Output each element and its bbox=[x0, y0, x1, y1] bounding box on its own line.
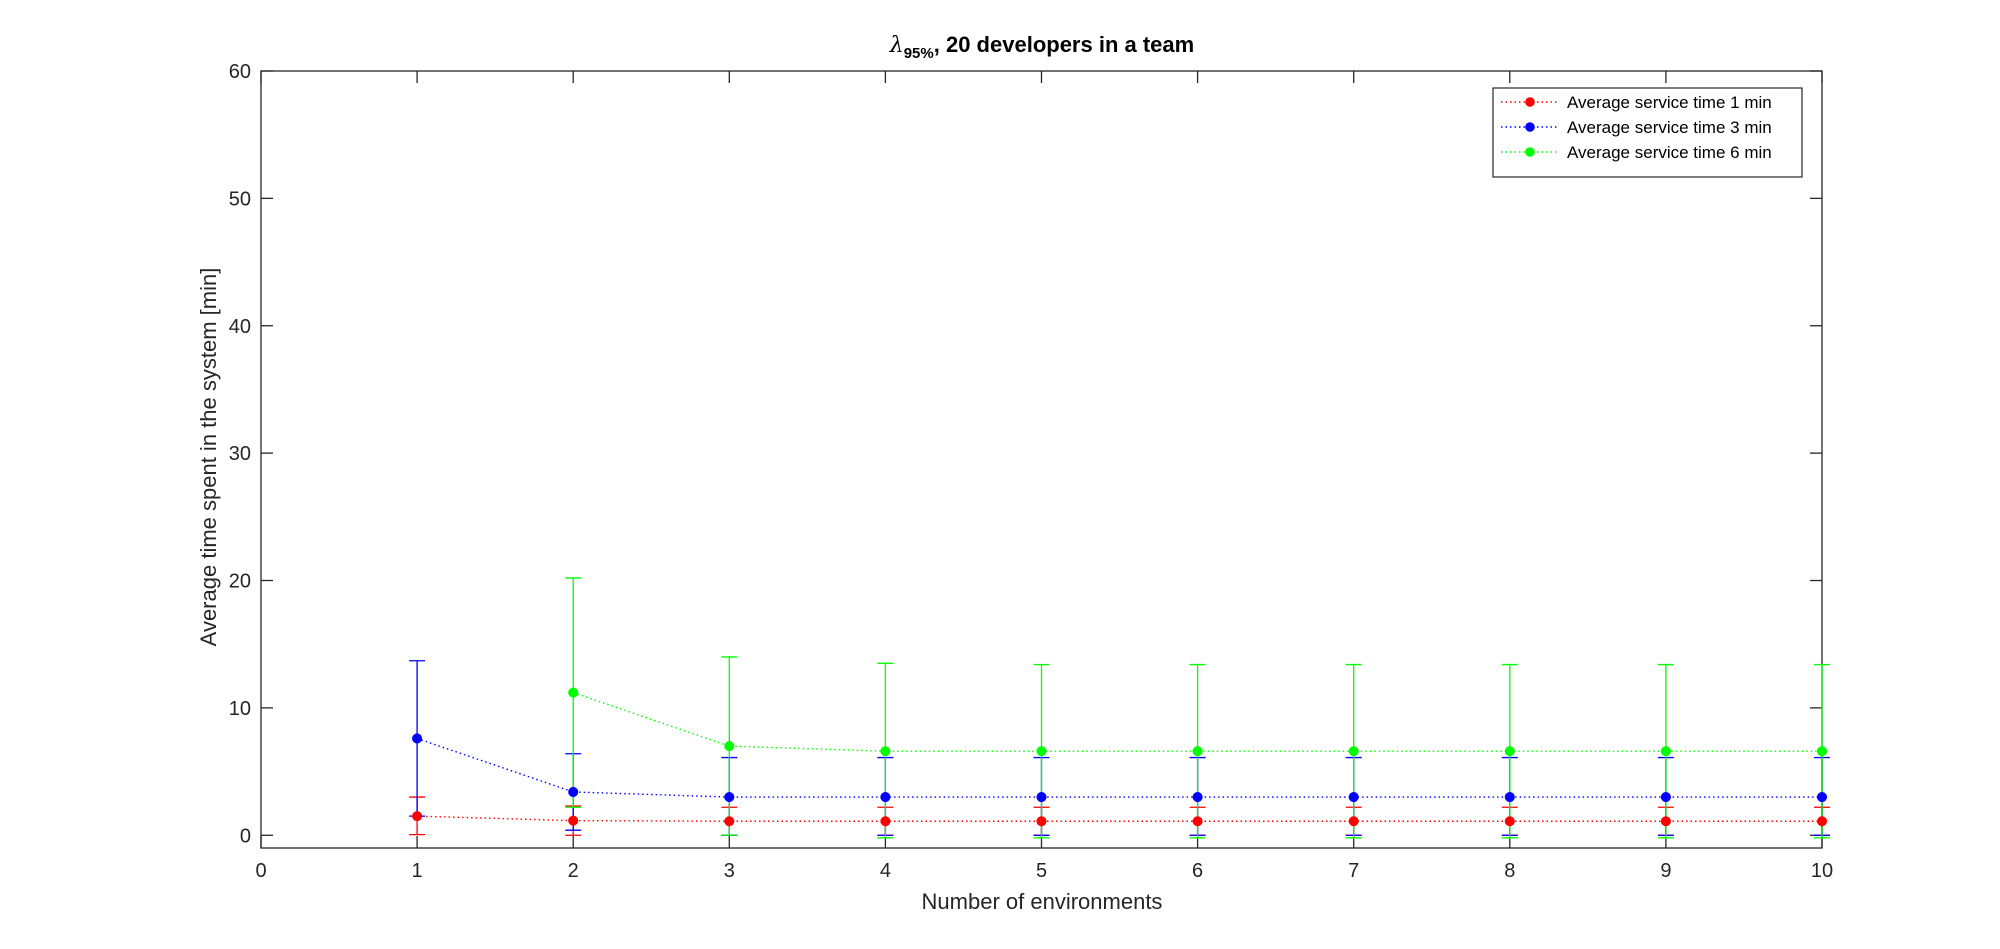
data-point bbox=[1348, 791, 1359, 803]
legend-swatch-marker bbox=[1525, 147, 1535, 157]
data-point bbox=[1504, 816, 1515, 827]
y-axis-label: Average time spent in the system [min] bbox=[196, 268, 221, 647]
data-point bbox=[1036, 816, 1047, 827]
x-tick-label: 9 bbox=[1660, 860, 1671, 882]
data-point bbox=[1816, 816, 1828, 827]
data-point bbox=[1504, 791, 1515, 803]
x-tick-label: 2 bbox=[568, 860, 579, 882]
data-point bbox=[1660, 746, 1671, 757]
legend: Average service time 1 min Average servic… bbox=[1492, 87, 1803, 178]
data-point bbox=[568, 687, 579, 698]
x-tick-label: 7 bbox=[1348, 860, 1359, 882]
data-point bbox=[1660, 791, 1671, 803]
chart-title-symbol: λ bbox=[889, 33, 904, 58]
y-tick-label: 50 bbox=[229, 188, 251, 210]
data-point bbox=[880, 816, 891, 827]
y-tick-label: 60 bbox=[229, 61, 251, 83]
series-line bbox=[416, 737, 1822, 798]
data-point bbox=[1348, 746, 1359, 757]
y-tick-label: 20 bbox=[229, 571, 251, 593]
x-tick-label: 8 bbox=[1504, 860, 1515, 882]
x-tick-label: 10 bbox=[1811, 860, 1833, 882]
data-point bbox=[1504, 746, 1515, 757]
data-point bbox=[880, 791, 891, 803]
chart-title-rest: , 20 developers in a team bbox=[934, 32, 1194, 57]
data-point bbox=[1816, 791, 1828, 803]
x-axis-label: Number of environments bbox=[922, 889, 1163, 914]
x-tick-label: 6 bbox=[1192, 860, 1203, 882]
data-point bbox=[412, 811, 423, 822]
x-tick-label: 3 bbox=[724, 860, 735, 882]
data-point bbox=[724, 816, 735, 827]
legend-box bbox=[1492, 87, 1803, 178]
data-point bbox=[568, 786, 579, 798]
data-point bbox=[1036, 791, 1047, 803]
legend-entry-label: Average service time 6 min bbox=[1567, 143, 1772, 162]
plot-area: 0 1 2 3 4 5 6 7 8 9 10 0 10 20 30 40 50 60 bbox=[229, 61, 1833, 882]
x-tick-label: 1 bbox=[412, 860, 423, 882]
chart-title-subscript: 95% bbox=[904, 45, 934, 62]
y-tick-label: 0 bbox=[240, 825, 251, 847]
legend-entry-label: Average service time 1 min bbox=[1567, 93, 1772, 112]
data-point bbox=[1348, 816, 1359, 827]
legend-entry-label: Average service time 3 min bbox=[1567, 118, 1772, 137]
x-tick-label: 5 bbox=[1036, 860, 1047, 882]
data-point bbox=[1192, 746, 1203, 757]
y-tick-label: 10 bbox=[229, 698, 251, 720]
data-point bbox=[1192, 791, 1203, 803]
data-point bbox=[1660, 816, 1671, 827]
x-tick-label: 4 bbox=[880, 860, 891, 882]
x-tick-label: 0 bbox=[255, 860, 266, 882]
data-point bbox=[724, 741, 735, 752]
data-point bbox=[412, 733, 423, 744]
data-point bbox=[1036, 746, 1047, 757]
legend-swatch-marker bbox=[1525, 97, 1535, 107]
data-point bbox=[1816, 746, 1828, 757]
y-tick-label: 30 bbox=[229, 443, 251, 465]
series-line bbox=[417, 815, 1822, 822]
data-point bbox=[1192, 816, 1203, 827]
data-point bbox=[880, 746, 891, 757]
data-point bbox=[724, 791, 735, 803]
chart-title: λ95%, 20 developers in a team bbox=[889, 32, 1194, 62]
series-line bbox=[572, 691, 1822, 752]
legend-swatch-marker bbox=[1525, 122, 1535, 132]
y-tick-label: 40 bbox=[229, 316, 251, 338]
data-point bbox=[568, 815, 579, 826]
